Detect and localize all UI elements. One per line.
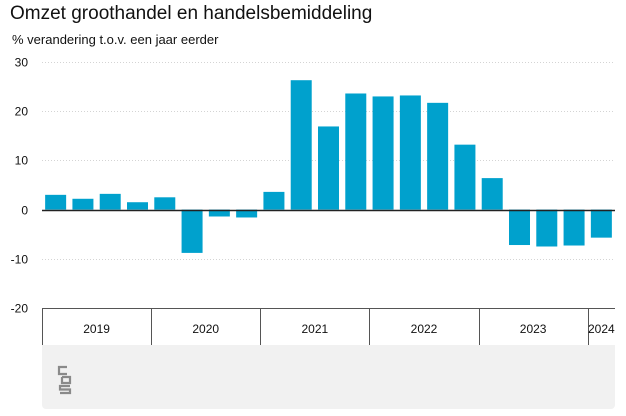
bar-2020-q2 (181, 209, 203, 253)
y-tick-label: -20 (11, 302, 29, 316)
bar-2020-q1 (154, 197, 176, 210)
bar-2022-q1 (372, 96, 394, 210)
x-axis-band (42, 308, 615, 345)
chart-title: Omzet groothandel en handelsbemiddeling (10, 3, 373, 24)
bar-2023-q2 (509, 209, 530, 246)
footer-panel (42, 345, 615, 409)
chart-subtitle: % verandering t.o.v. een jaar eerder (12, 32, 219, 47)
x-tick-label: 2024 (588, 322, 615, 336)
bar-2020-q4 (236, 209, 258, 218)
y-tick-label: 0 (21, 204, 28, 218)
x-tick-label: 2019 (83, 322, 110, 336)
bar-2022-q4 (454, 144, 476, 210)
x-tick-label: 2022 (411, 322, 438, 336)
bar-2019-q4 (127, 202, 148, 210)
x-axis: 2019 2020 2021 2022 2023 2024 (42, 209, 615, 345)
bar-2020-q3 (208, 209, 230, 217)
x-tick-label: 2023 (520, 322, 547, 336)
y-tick-label: 10 (15, 154, 29, 168)
x-tick-label: 2021 (302, 322, 329, 336)
bar-2023-q4 (563, 209, 585, 246)
bar-2021-q4 (345, 93, 367, 210)
y-tick-label: 20 (15, 105, 29, 119)
x-tick-label: 2020 (192, 322, 219, 336)
bar-2019-q1 (45, 194, 67, 210)
y-axis-labels: 30 20 10 0 -10 -20 (11, 56, 29, 316)
bar-2024-q1 (590, 209, 612, 238)
bar-2021-q2 (290, 80, 312, 210)
bar-2023-q3 (536, 209, 558, 247)
bar-2022-q3 (427, 102, 449, 210)
bar-2022-q2 (399, 95, 421, 210)
bar-2021-q1 (263, 191, 285, 210)
bar-2023-q1 (481, 178, 503, 210)
bar-2019-q3 (99, 193, 121, 210)
y-tick-label: 30 (15, 56, 29, 70)
y-tick-label: -10 (11, 253, 29, 267)
bar-2021-q3 (318, 126, 339, 210)
cbs-logo-icon (57, 365, 72, 395)
bar-2019-q2 (72, 198, 94, 210)
bars (45, 80, 612, 253)
